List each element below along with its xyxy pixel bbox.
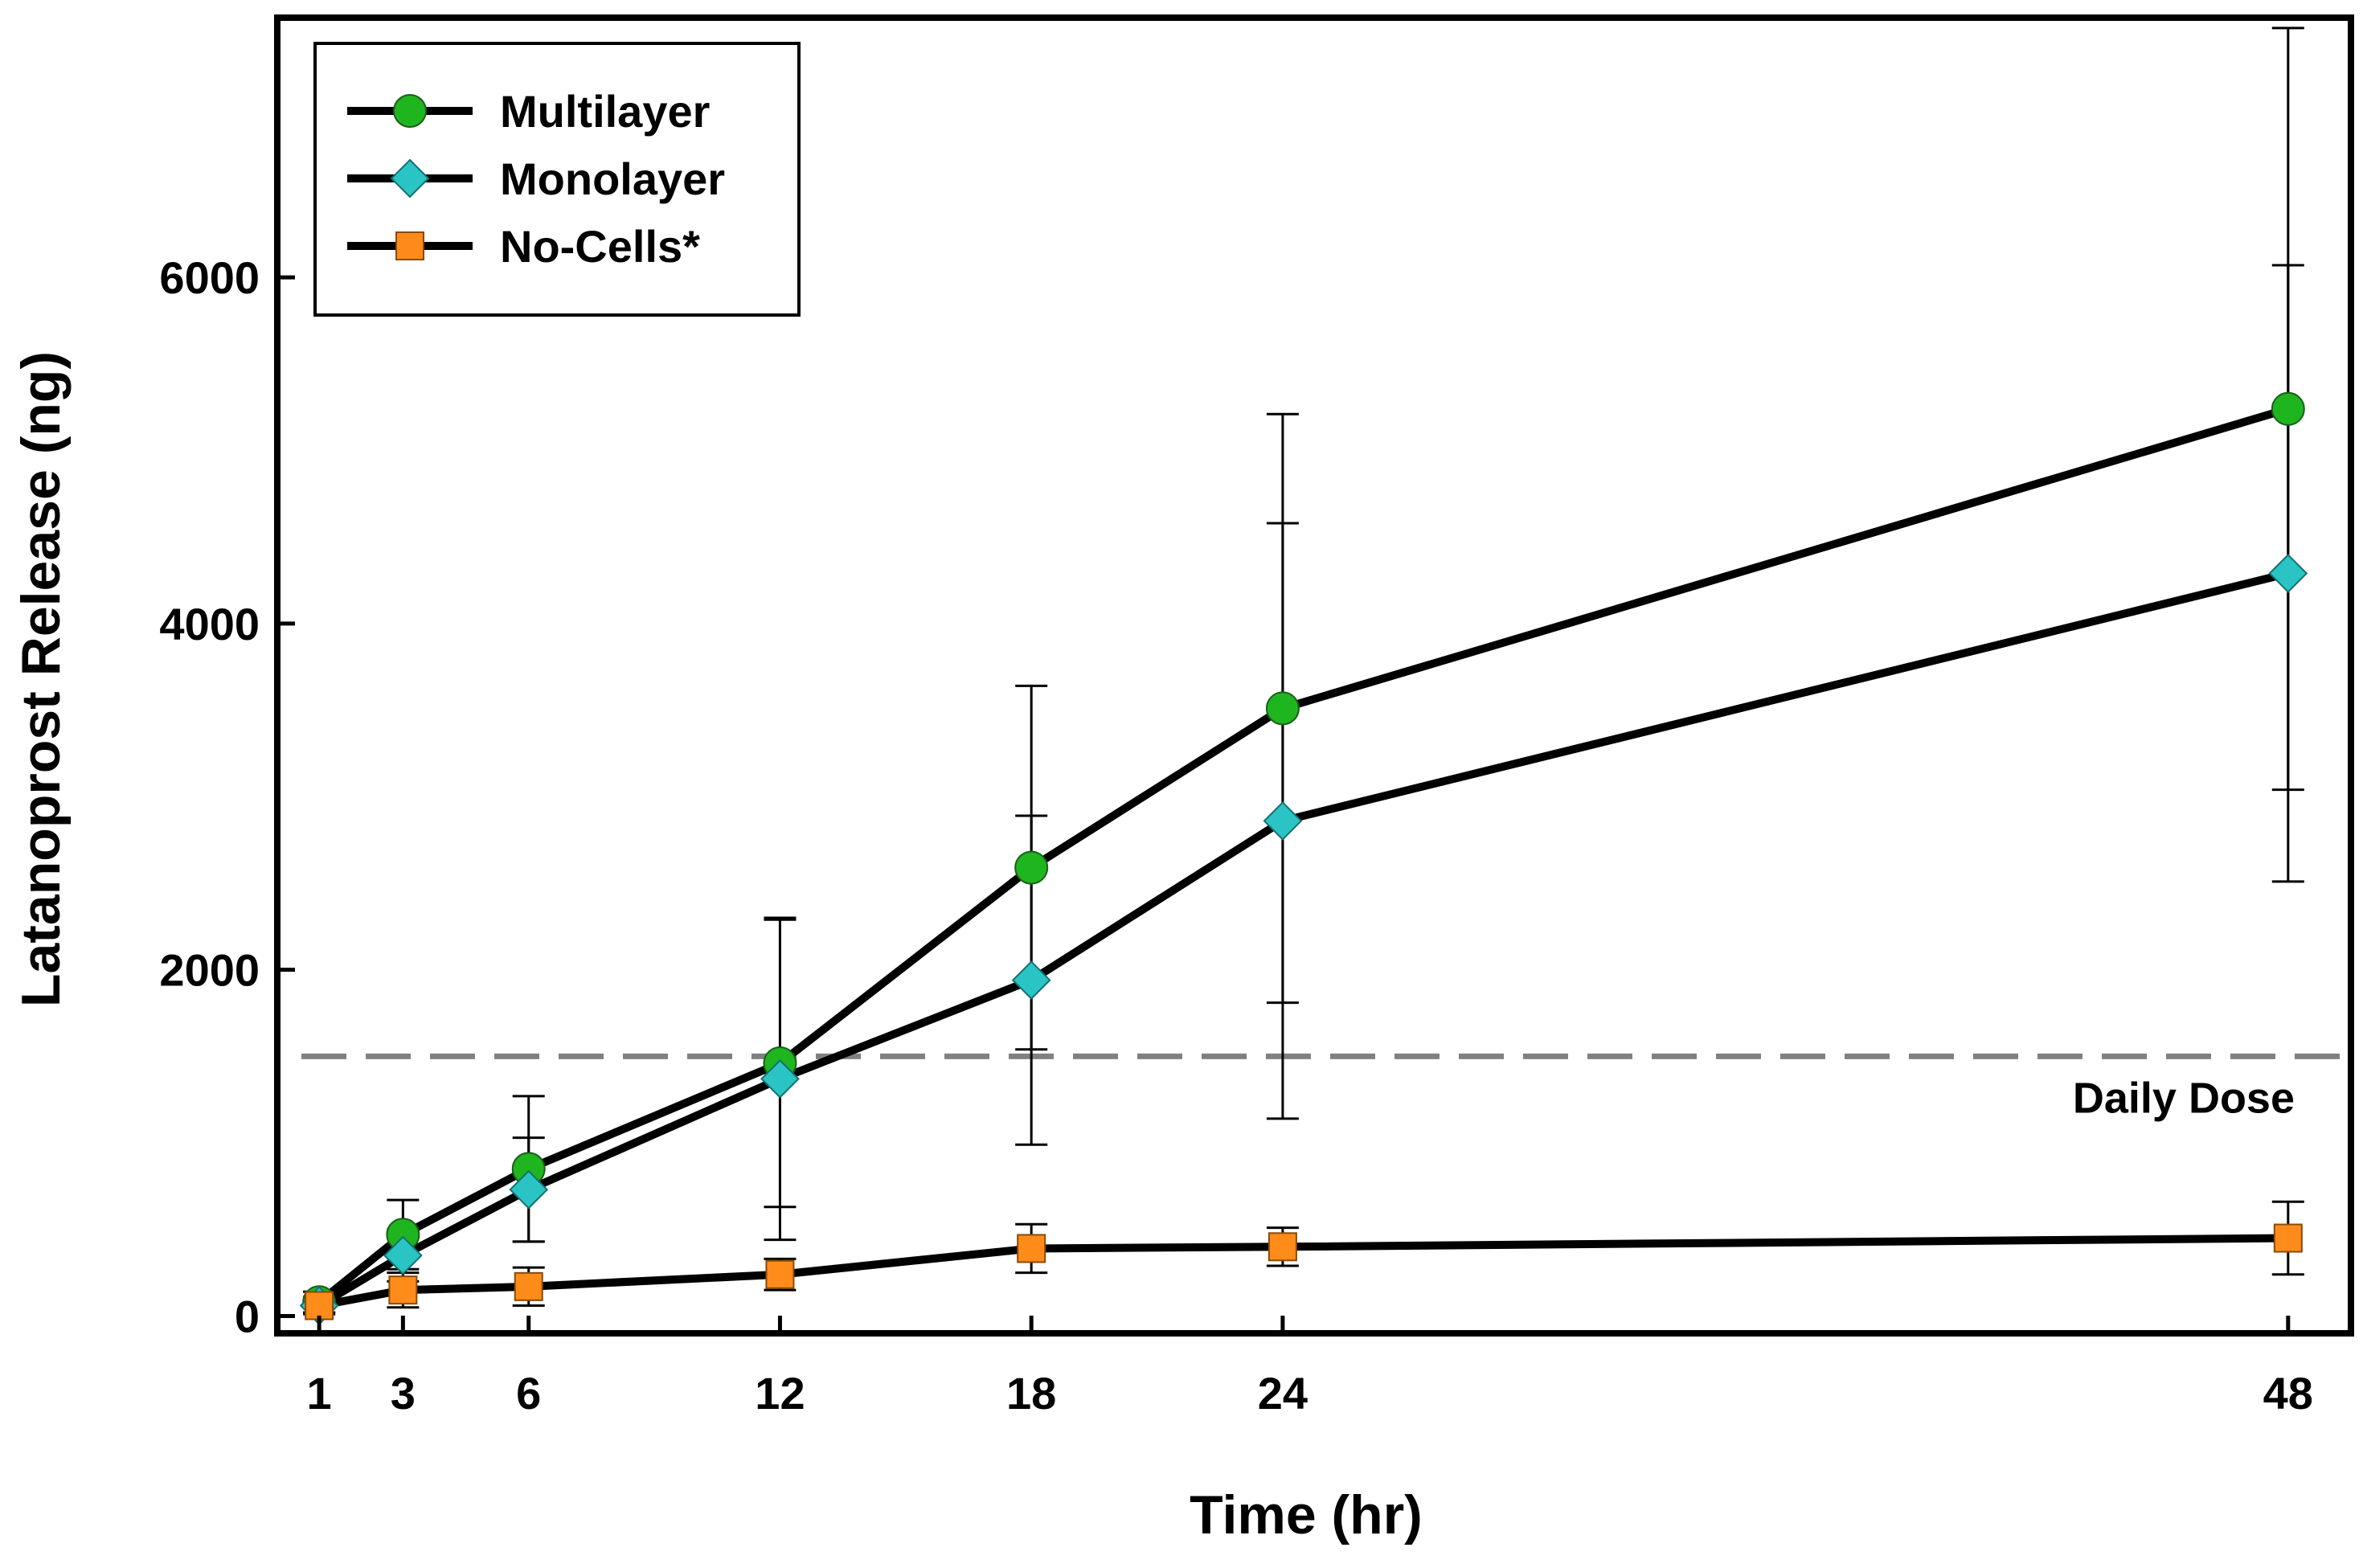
legend: Multilayer Monolayer No-Cells* — [313, 42, 801, 317]
legend-marker-multilayer — [393, 94, 427, 128]
data-point-monolayer — [2268, 554, 2308, 593]
y-axis-title: Latanoprost Release (ng) — [10, 351, 72, 1007]
x-tick-label: 3 — [391, 1368, 416, 1419]
data-point-monolayer — [509, 1169, 549, 1210]
legend-label-multilayer: Multilayer — [500, 86, 710, 137]
series-line-monolayer — [317, 569, 2290, 1309]
y-tick-label: 6000 — [159, 252, 260, 303]
x-axis-title: Time (hr) — [1190, 1484, 1423, 1545]
daily-dose-label: Daily Dose — [2073, 1074, 2295, 1122]
series-line-multilayer — [316, 405, 2290, 1306]
data-point-monolayer — [1011, 960, 1051, 1001]
data-point-monolayer — [1263, 801, 1303, 841]
x-tick-label: 48 — [2263, 1368, 2313, 1419]
axes: 0 2000 4000 6000 1 3 6 12 18 24 48 — [159, 252, 2313, 1419]
x-tick-label: 12 — [755, 1368, 805, 1419]
x-tick-label: 1 — [307, 1368, 332, 1419]
data-point-multilayer — [1014, 850, 1049, 885]
y-tick-label: 0 — [235, 1291, 260, 1341]
x-tick-label: 18 — [1006, 1368, 1056, 1419]
data-point-no-cells — [765, 1259, 795, 1289]
y-tick-label: 2000 — [159, 945, 260, 996]
daily-dose-layer: Daily Dose — [301, 1053, 2348, 1122]
data-point-multilayer — [1265, 691, 1300, 726]
data-point-monolayer — [760, 1058, 800, 1099]
legend-marker-monolayer — [390, 158, 430, 199]
series-line-no-cells — [318, 1234, 2288, 1310]
data-point-multilayer — [2271, 391, 2305, 426]
x-tick-label: 24 — [1258, 1368, 1308, 1419]
y-tick-label: 4000 — [159, 599, 260, 649]
legend-label-no-cells: No-Cells* — [500, 221, 700, 272]
data-point-no-cells — [1268, 1232, 1297, 1262]
legend-label-monolayer: Monolayer — [500, 154, 725, 204]
data-point-no-cells — [514, 1271, 543, 1301]
series-markers — [299, 391, 2308, 1325]
legend-marker-no-cells — [395, 231, 424, 260]
data-point-no-cells — [1017, 1234, 1046, 1263]
x-tick-label: 6 — [516, 1368, 541, 1419]
data-point-monolayer — [383, 1235, 423, 1275]
plot-frame — [274, 14, 2354, 1337]
data-point-no-cells — [305, 1291, 334, 1320]
data-point-no-cells — [2273, 1223, 2303, 1253]
data-point-no-cells — [388, 1275, 418, 1305]
series-lines — [316, 405, 2290, 1310]
